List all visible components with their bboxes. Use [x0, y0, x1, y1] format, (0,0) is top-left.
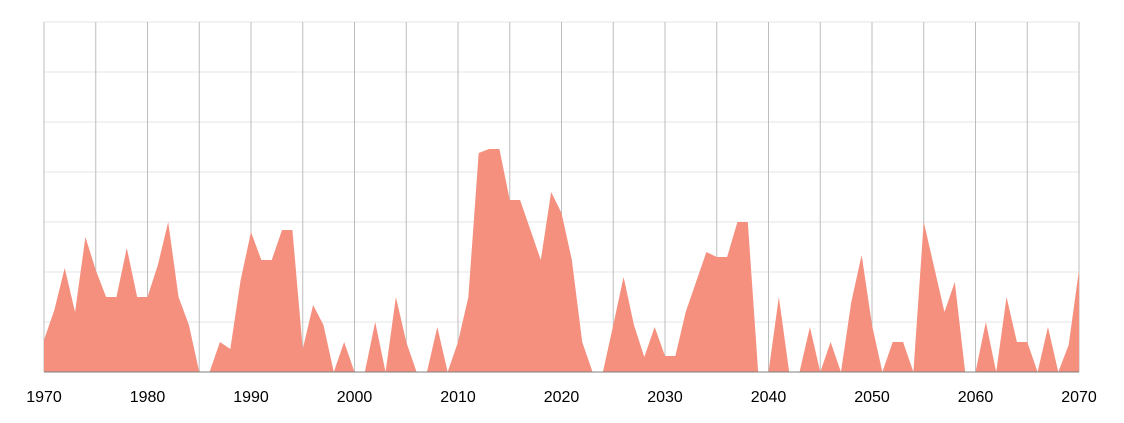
x-tick-label: 2010 — [440, 389, 476, 406]
x-tick-label: 2070 — [1061, 389, 1097, 406]
x-tick-label: 2040 — [751, 389, 787, 406]
x-tick-label: 1970 — [26, 389, 62, 406]
x-tick-label: 2000 — [337, 389, 373, 406]
x-tick-label: 2020 — [544, 389, 580, 406]
x-tick-label: 2030 — [647, 389, 683, 406]
x-tick-label: 1990 — [233, 389, 269, 406]
area — [44, 149, 1079, 372]
x-tick-label: 2060 — [958, 389, 994, 406]
x-tick-label: 1980 — [130, 389, 166, 406]
x-tick-label: 2050 — [854, 389, 890, 406]
